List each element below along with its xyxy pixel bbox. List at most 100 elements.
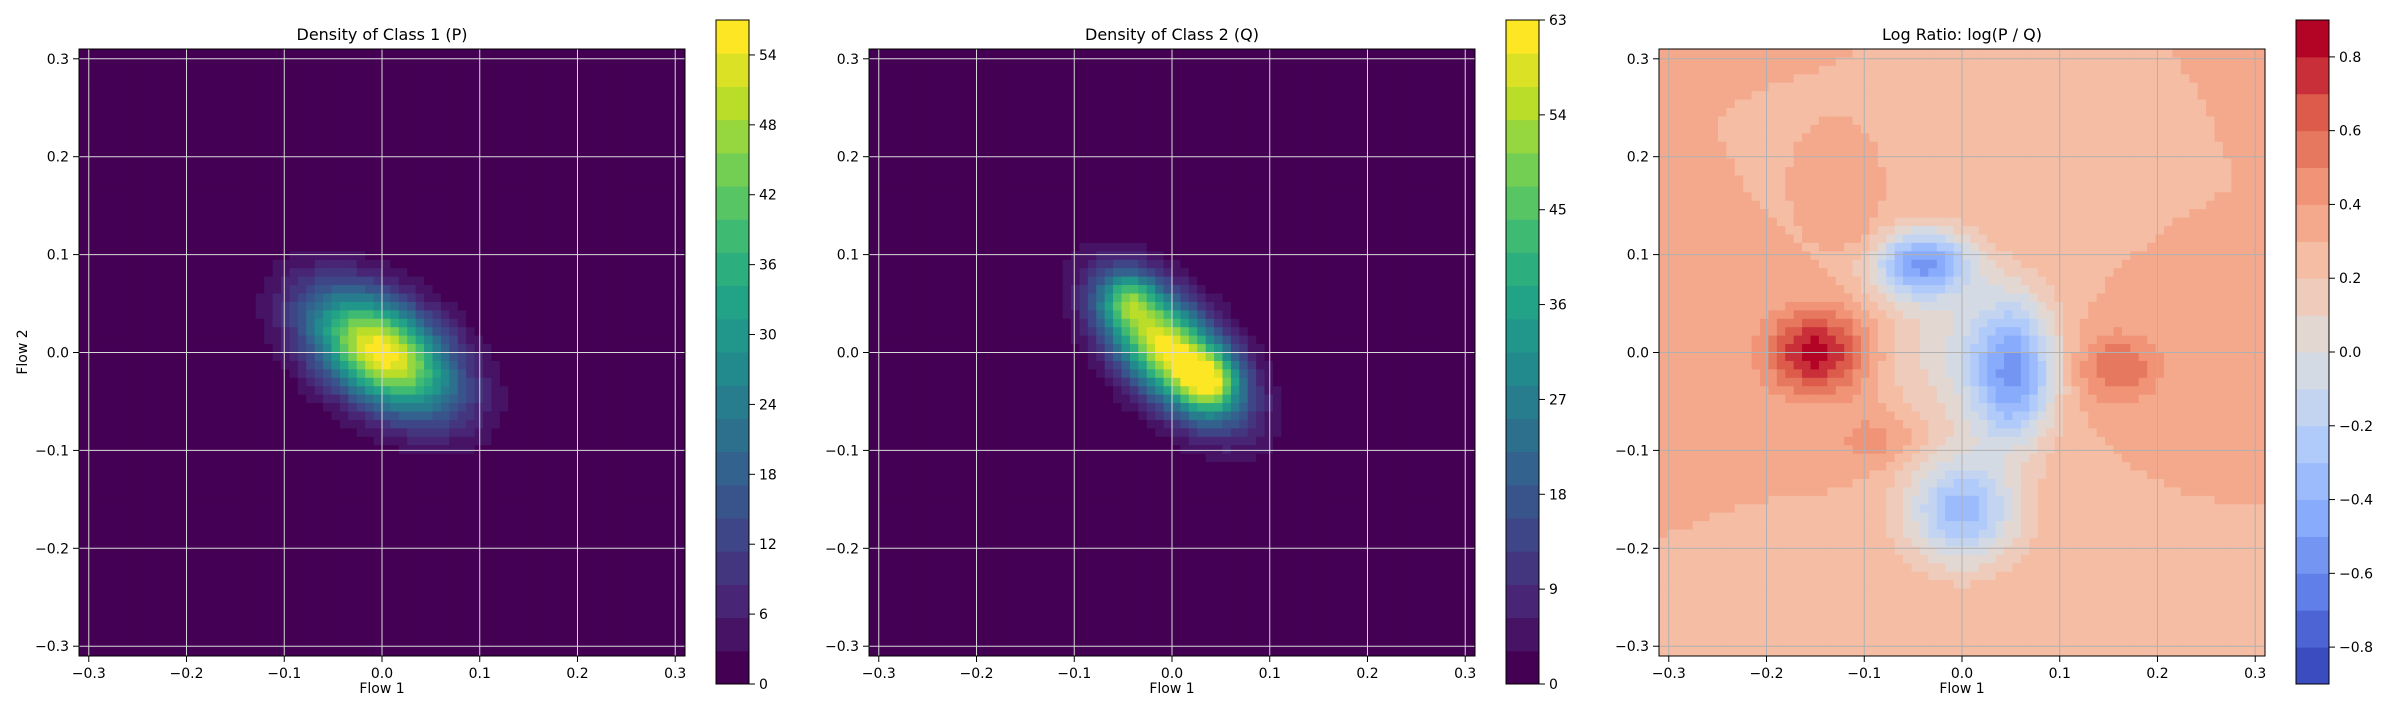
heatmap-cell — [213, 108, 223, 118]
heatmap-cell — [424, 141, 434, 151]
heatmap-cell — [541, 318, 551, 328]
heatmap-cell — [440, 133, 450, 143]
heatmap-cell — [491, 554, 501, 564]
heatmap-cell — [466, 259, 476, 269]
heatmap-cell — [424, 276, 434, 286]
heatmap-cell — [272, 445, 282, 455]
heatmap-cell — [213, 99, 223, 109]
heatmap-cell — [390, 369, 400, 379]
heatmap-cell — [634, 605, 644, 615]
heatmap-cell — [112, 487, 122, 497]
heatmap-cell — [281, 613, 291, 623]
heatmap-cell — [424, 352, 434, 362]
heatmap-cell — [238, 74, 248, 84]
heatmap-cell — [163, 419, 173, 429]
heatmap-cell — [466, 394, 476, 404]
heatmap-cell — [508, 192, 518, 202]
heatmap-cell — [255, 57, 265, 67]
heatmap-cell — [281, 563, 291, 573]
heatmap-cell — [297, 141, 307, 151]
heatmap-cell — [146, 639, 156, 649]
heatmap-cell — [196, 335, 206, 345]
heatmap-cell — [499, 285, 509, 295]
heatmap-cell — [264, 462, 274, 472]
heatmap-cell — [516, 647, 526, 656]
heatmap-cell — [137, 647, 147, 656]
heatmap-cell — [449, 504, 459, 514]
heatmap-cell — [373, 352, 383, 362]
heatmap-cell — [415, 133, 425, 143]
heatmap-cell — [432, 470, 442, 480]
heatmap-cell — [137, 563, 147, 573]
heatmap-cell — [600, 192, 610, 202]
heatmap-cell — [373, 49, 383, 59]
heatmap-cell — [314, 588, 324, 598]
heatmap-cell — [558, 495, 568, 505]
heatmap-cell — [154, 554, 164, 564]
heatmap-cell — [314, 453, 324, 463]
heatmap-cell — [499, 394, 509, 404]
heatmap-cell — [432, 478, 442, 488]
heatmap-cell — [356, 242, 366, 252]
heatmap-cell — [575, 116, 585, 126]
heatmap-cell — [137, 478, 147, 488]
heatmap-cell — [567, 91, 577, 101]
heatmap-cell — [584, 310, 594, 320]
heatmap-cell — [323, 428, 333, 438]
heatmap-cell — [609, 580, 619, 590]
heatmap-cell — [137, 377, 147, 387]
heatmap-cell — [491, 49, 501, 59]
heatmap-cell — [617, 293, 627, 303]
heatmap-cell — [558, 605, 568, 615]
heatmap-cell — [331, 335, 341, 345]
heatmap-cell — [323, 99, 333, 109]
heatmap-cell — [289, 99, 299, 109]
heatmap-cell — [525, 209, 535, 219]
heatmap-cell — [289, 293, 299, 303]
heatmap-cell — [584, 57, 594, 67]
heatmap-cell — [634, 580, 644, 590]
heatmap-cell — [508, 622, 518, 632]
heatmap-cell — [499, 445, 509, 455]
heatmap-cell — [281, 630, 291, 640]
heatmap-cell — [474, 276, 484, 286]
heatmap-cell — [424, 133, 434, 143]
heatmap-cell — [617, 453, 627, 463]
heatmap-cell — [180, 377, 190, 387]
heatmap-cell — [567, 226, 577, 236]
heatmap-cell — [171, 226, 181, 236]
heatmap-cell — [238, 377, 248, 387]
heatmap-cell — [339, 352, 349, 362]
heatmap-cell — [483, 133, 493, 143]
heatmap-cell — [533, 133, 543, 143]
heatmap-cell — [634, 116, 644, 126]
heatmap-cell — [356, 49, 366, 59]
heatmap-cell — [584, 377, 594, 387]
heatmap-cell — [104, 209, 114, 219]
heatmap-cell — [642, 462, 652, 472]
heatmap-cell — [642, 133, 652, 143]
heatmap-cell — [104, 167, 114, 177]
heatmap-cell — [213, 242, 223, 252]
heatmap-cell — [121, 571, 131, 581]
heatmap-cell — [390, 133, 400, 143]
heatmap-cell — [424, 234, 434, 244]
heatmap-cell — [180, 411, 190, 421]
heatmap-cell — [264, 268, 274, 278]
heatmap-cell — [491, 521, 501, 531]
heatmap-cell — [264, 504, 274, 514]
heatmap-cell — [171, 369, 181, 379]
heatmap-cell — [222, 554, 232, 564]
heatmap-cell — [609, 167, 619, 177]
heatmap-cell — [373, 470, 383, 480]
heatmap-cell — [129, 335, 139, 345]
heatmap-cell — [499, 268, 509, 278]
heatmap-cell — [272, 504, 282, 514]
heatmap-cell — [264, 293, 274, 303]
heatmap-cell — [306, 259, 316, 269]
heatmap-cell — [382, 588, 392, 598]
heatmap-cell — [373, 605, 383, 615]
heatmap-cell — [432, 521, 442, 531]
heatmap-cell — [104, 478, 114, 488]
heatmap-cell — [188, 217, 198, 227]
